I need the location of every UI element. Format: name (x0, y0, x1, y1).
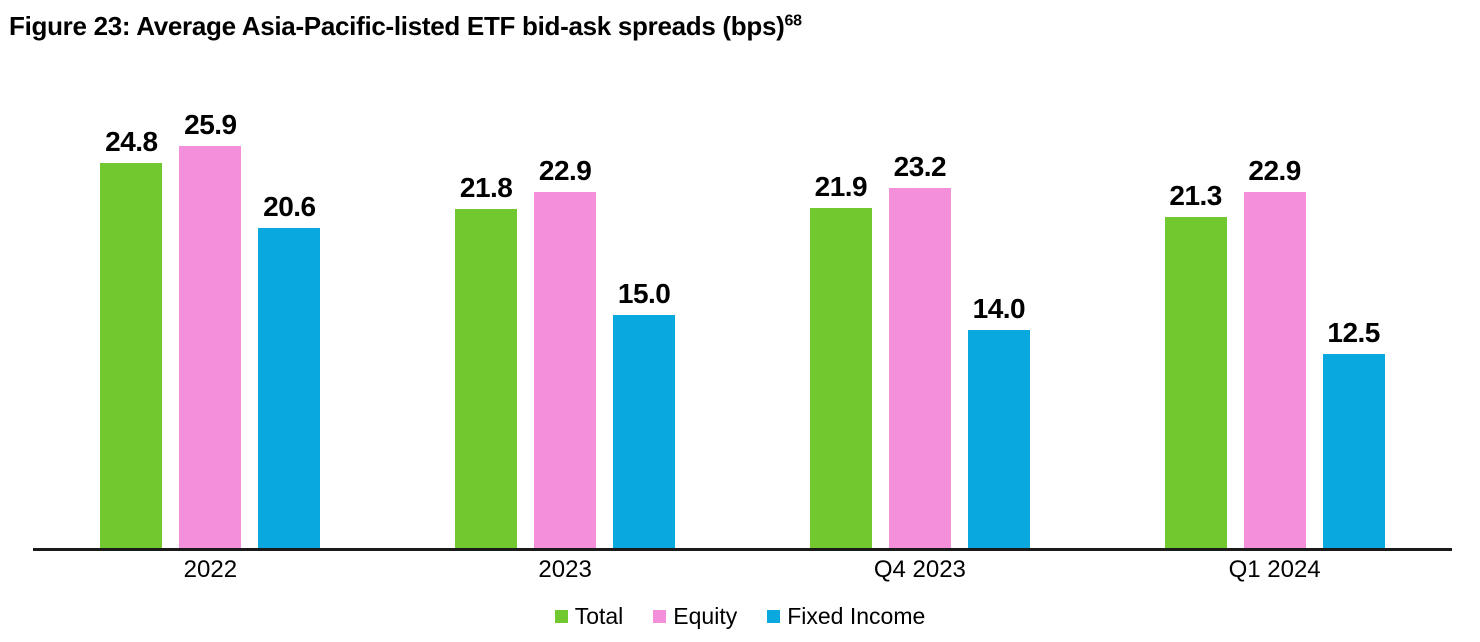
bar-column-equity-q4-2023: 23.2 (888, 151, 951, 548)
bar-column-equity-2023: 22.9 (534, 155, 597, 548)
value-label-equity-2022: 25.9 (184, 109, 237, 140)
bar-total-q4-2023 (809, 208, 872, 548)
bar-total-2022 (100, 163, 163, 548)
value-label-total-q1-2024: 21.3 (1169, 180, 1222, 211)
bar-column-total-q1-2024: 21.3 (1164, 180, 1227, 548)
bar-fixed-income-2023 (613, 315, 676, 548)
bar-column-equity-q1-2024: 22.9 (1243, 155, 1306, 548)
value-label-equity-q4-2023: 23.2 (893, 151, 947, 182)
value-label-total-2023: 21.8 (459, 172, 513, 203)
bar-column-fixed-income-q4-2023: 14.0 (967, 293, 1030, 548)
x-axis-label-2022: 2022 (183, 556, 238, 583)
legend-swatch-fixed-income (767, 609, 781, 623)
plot-area: 24.8 25.9 20.6 21.8 22.9 15.0 21.9 23.2 14.0 21.3… (33, 85, 1452, 551)
legend-swatch-equity (653, 609, 667, 623)
bar-column-total-2023: 21.8 (455, 172, 518, 548)
x-axis-label-q4-2023: Q4 2023 (873, 556, 966, 583)
value-label-fixed-income-2022: 20.6 (263, 191, 316, 222)
category-group-2022: 24.8 25.9 20.6 (33, 85, 388, 548)
bar-total-2023 (455, 209, 518, 548)
chart-title: Figure 23: Average Asia-Pacific-listed E… (0, 0, 1480, 44)
bar-column-total-q4-2023: 21.9 (809, 171, 872, 548)
value-label-total-q4-2023: 21.9 (814, 171, 868, 202)
value-label-fixed-income-2023: 15.0 (617, 278, 671, 309)
category-group-q1-2024: 21.3 22.9 12.5 (1097, 85, 1452, 548)
legend-item-fixed-income: Fixed Income (767, 602, 925, 630)
bar-column-total-2022: 24.8 (100, 126, 163, 548)
bar-equity-2023 (534, 192, 597, 548)
value-label-total-2022: 24.8 (105, 126, 158, 157)
category-group-2023: 21.8 22.9 15.0 (388, 85, 743, 548)
value-label-equity-q1-2024: 22.9 (1248, 155, 1301, 186)
bar-fixed-income-q4-2023 (967, 330, 1030, 548)
bar-column-fixed-income-2023: 15.0 (613, 278, 676, 548)
legend-item-equity: Equity (653, 602, 737, 630)
legend-item-total: Total (554, 602, 624, 630)
bar-total-q1-2024 (1164, 217, 1227, 548)
legend-label-equity: Equity (673, 603, 738, 629)
legend-label-total: Total (574, 603, 624, 629)
bar-equity-q4-2023 (888, 188, 951, 548)
bar-equity-2022 (179, 146, 242, 548)
value-label-equity-2023: 22.9 (538, 155, 592, 186)
legend-label-fixed-income: Fixed Income (787, 603, 926, 629)
chart-legend: Total Equity Fixed Income (0, 602, 1480, 630)
bar-equity-q1-2024 (1243, 192, 1306, 548)
chart-title-text: Figure 23: Average Asia-Pacific-listed E… (9, 11, 785, 41)
value-label-fixed-income-q1-2024: 12.5 (1327, 317, 1380, 348)
bar-column-equity-2022: 25.9 (179, 109, 242, 548)
x-axis: 2022 2023 Q4 2023 Q1 2024 (33, 555, 1452, 585)
legend-swatch-total (554, 609, 568, 623)
bar-fixed-income-q1-2024 (1322, 354, 1385, 548)
bar-fixed-income-2022 (258, 228, 321, 548)
x-axis-label-q1-2024: Q1 2024 (1228, 556, 1321, 583)
footnote-reference: 68 (784, 12, 802, 30)
value-label-fixed-income-q4-2023: 14.0 (972, 293, 1026, 324)
category-group-q4-2023: 21.9 23.2 14.0 (743, 85, 1098, 548)
x-axis-label-2023: 2023 (538, 556, 592, 583)
bar-column-fixed-income-2022: 20.6 (258, 191, 321, 548)
bar-column-fixed-income-q1-2024: 12.5 (1322, 317, 1385, 548)
